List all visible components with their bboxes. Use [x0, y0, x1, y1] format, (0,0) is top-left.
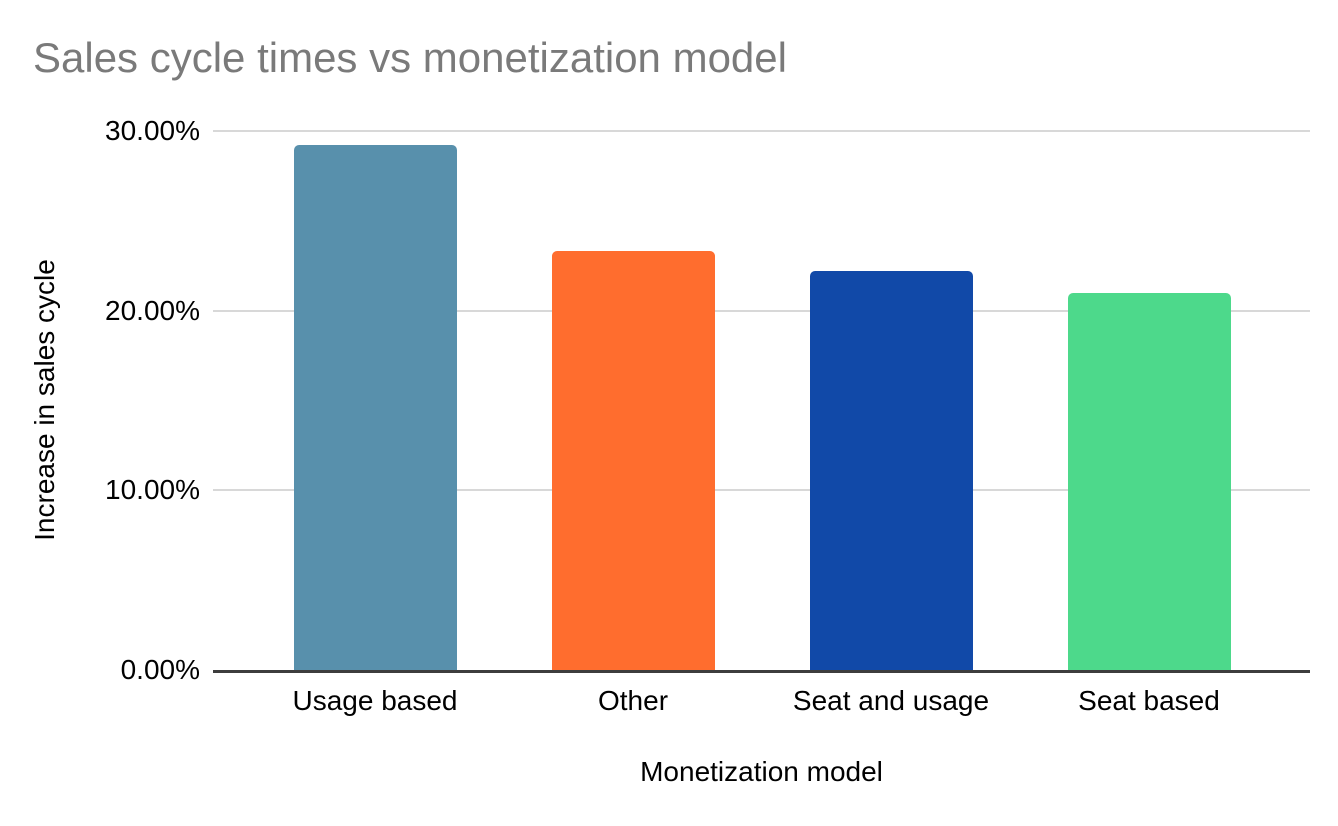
y-tick-label: 10.00% [105, 474, 200, 506]
gridline [213, 130, 1310, 132]
bar-slot [504, 131, 762, 670]
bar-slot [1020, 131, 1278, 670]
x-category-label: Other [597, 685, 669, 716]
y-tick-label: 30.00% [105, 115, 200, 146]
bar-usage-based [293, 145, 457, 670]
x-category-label: Seat and usage [792, 685, 990, 716]
x-category-labels: Usage based Other Seat and usage Seat based [246, 684, 1278, 718]
x-category-label: Seat based [1078, 685, 1220, 716]
bar-row [246, 131, 1278, 670]
x-axis-title: Monetization model [640, 756, 883, 787]
bar-seat-based [1067, 292, 1231, 670]
chart-title: Sales cycle times vs monetization model [33, 34, 787, 81]
gridline [213, 309, 1310, 312]
x-category-label: Usage based [292, 685, 458, 716]
bar-seat-and-usage [809, 271, 973, 670]
x-axis-line [213, 670, 1310, 673]
bar-other [551, 251, 715, 670]
bar-slot [762, 131, 1020, 670]
y-tick-label: 0.00% [120, 654, 200, 685]
gridline [213, 489, 1310, 492]
y-tick-label: 20.00% [105, 294, 200, 326]
bar-slot [246, 131, 504, 670]
